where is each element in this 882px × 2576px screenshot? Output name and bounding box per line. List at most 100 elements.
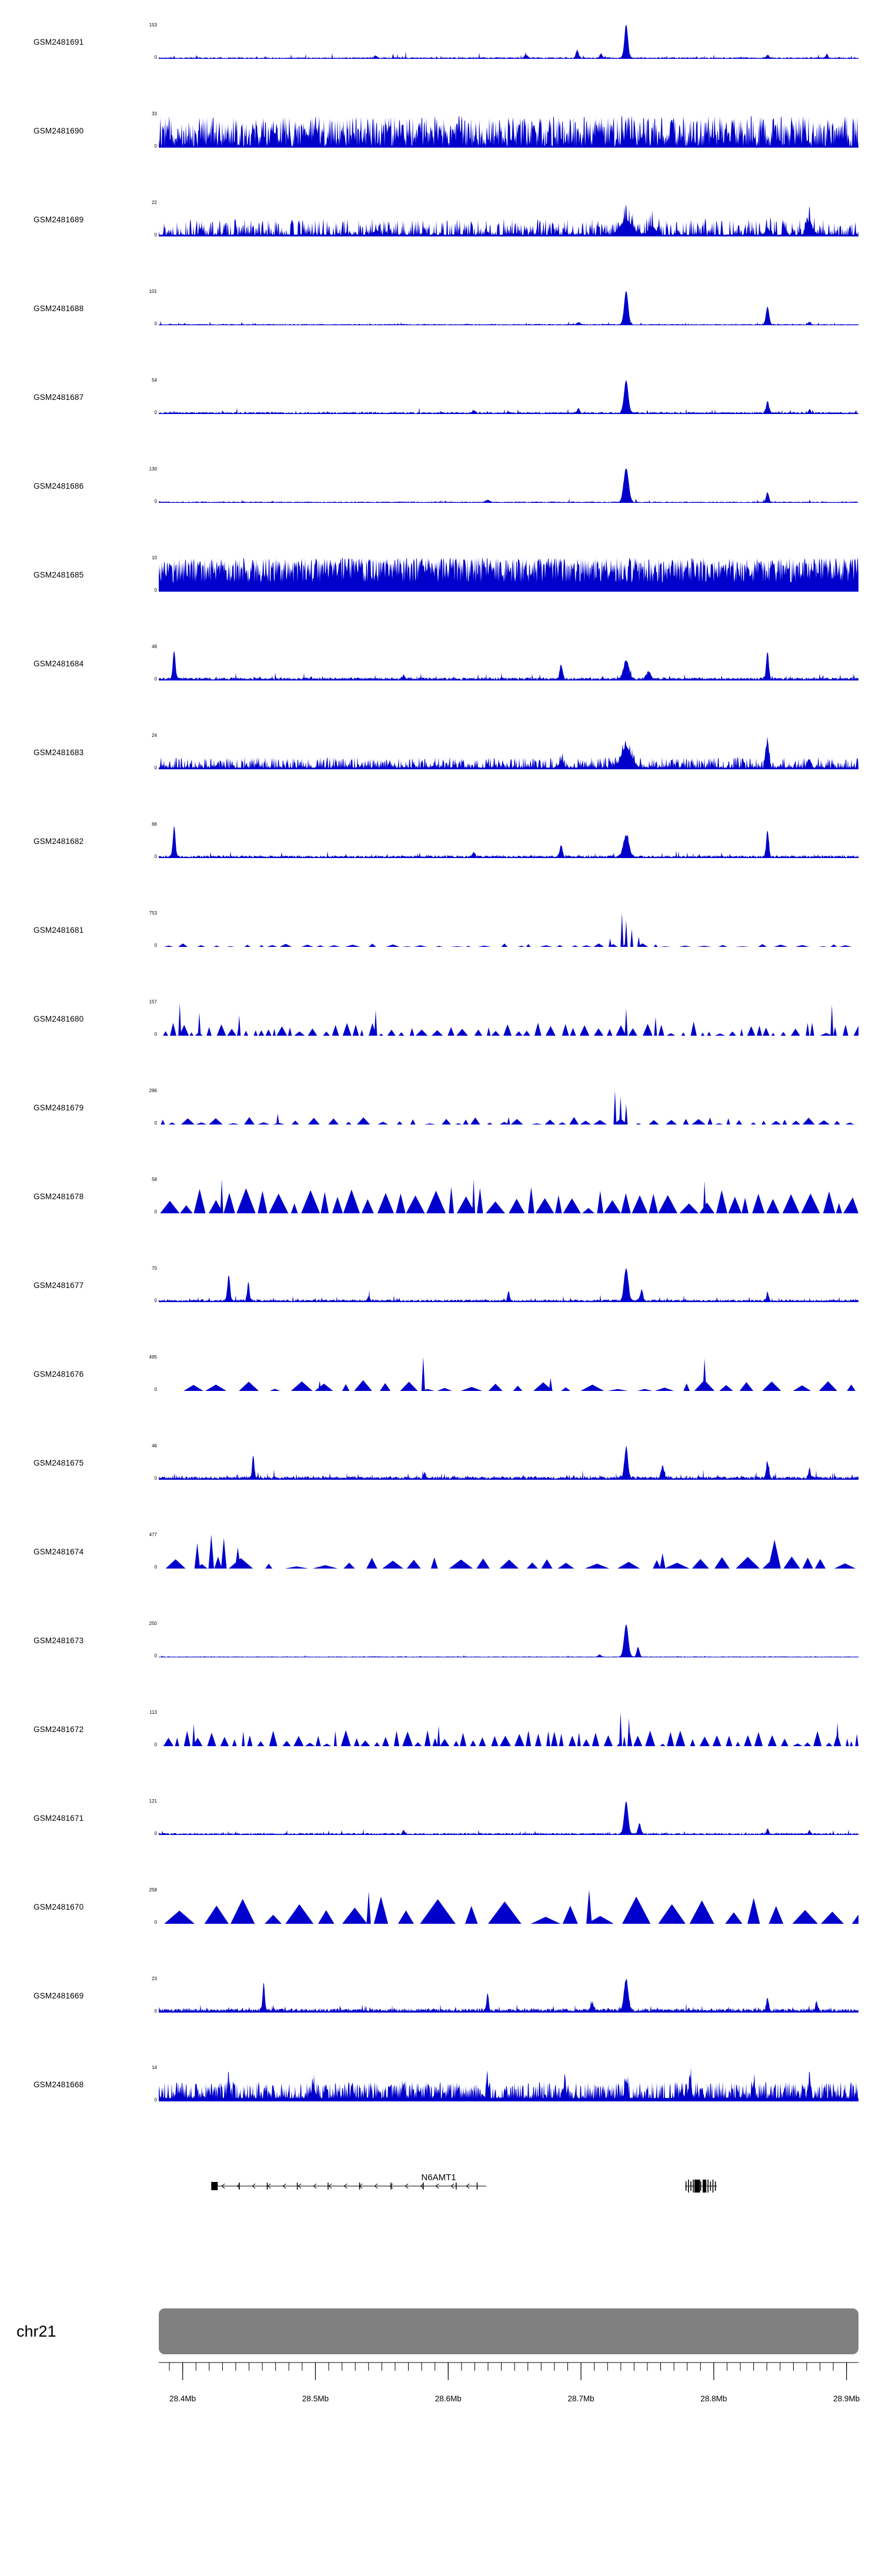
track-row: GSM2481684 49 0 xyxy=(0,639,882,728)
track-plot: 33 0 xyxy=(152,112,858,149)
track-ymin-label: 0 xyxy=(154,765,157,770)
signal-area xyxy=(159,1003,858,1036)
track-label: GSM2481682 xyxy=(34,837,84,846)
track-ymax-label: 753 xyxy=(149,910,157,916)
track-row: GSM2481683 24 0 xyxy=(0,728,882,817)
track-ymin-label: 0 xyxy=(154,1209,157,1214)
track-plot: 23 0 xyxy=(152,1977,858,2014)
track-label: GSM2481675 xyxy=(34,1459,84,1467)
axis-tick-label: 28.7Mb xyxy=(568,2394,594,2403)
track-row: GSM2481678 58 0 xyxy=(0,1172,882,1261)
track-ymax-label: 157 xyxy=(149,999,157,1005)
track-row: GSM2481682 66 0 xyxy=(0,817,882,906)
signal-area xyxy=(159,913,858,947)
track-ymin-label: 0 xyxy=(154,1298,157,1303)
track-ymax-label: 121 xyxy=(149,1798,157,1804)
track-row: GSM2481673 250 0 xyxy=(0,1616,882,1705)
track-row: GSM2481685 10 0 xyxy=(0,550,882,639)
track-ymin-label: 0 xyxy=(154,1387,157,1392)
track-label: GSM2481681 xyxy=(34,926,84,935)
axis-tick-label: 28.9Mb xyxy=(833,2394,860,2403)
track-ymax-label: 495 xyxy=(149,1354,157,1360)
axis-tick-label: 28.8Mb xyxy=(700,2394,727,2403)
signal-area xyxy=(159,1534,858,1569)
signal-area xyxy=(159,1978,858,2013)
track-ymin-label: 0 xyxy=(154,410,157,415)
signal-area xyxy=(159,736,858,769)
track-ymin-label: 0 xyxy=(154,321,157,326)
track-row: GSM2481686 130 0 xyxy=(0,462,882,550)
track-label: GSM2481690 xyxy=(34,126,84,135)
signal-area xyxy=(159,1357,858,1391)
track-label: GSM2481689 xyxy=(34,215,84,224)
chromosome-ideogram xyxy=(159,2308,858,2354)
axis-tick-label: 28.4Mb xyxy=(169,2394,196,2403)
signal-area xyxy=(159,1446,858,1480)
track-ymax-label: 66 xyxy=(152,822,157,827)
track-label: GSM2481673 xyxy=(34,1636,84,1645)
track-plot: 153 0 xyxy=(149,23,858,60)
track-ymax-label: 49 xyxy=(152,644,157,649)
signal-area xyxy=(159,205,858,236)
track-ymin-label: 0 xyxy=(154,1032,157,1037)
track-ymin-label: 0 xyxy=(154,676,157,682)
track-ymin-label: 0 xyxy=(154,2097,157,2103)
track-ymax-label: 70 xyxy=(152,1266,157,1271)
track-row: GSM2481672 113 0 xyxy=(0,1705,882,1794)
track-ymin-label: 0 xyxy=(154,232,157,238)
track-ymax-label: 54 xyxy=(152,378,157,383)
signal-area xyxy=(159,25,858,59)
track-ymax-label: 22 xyxy=(152,200,157,205)
track-row: GSM2481679 296 0 xyxy=(0,1083,882,1172)
track-ymax-label: 14 xyxy=(152,2065,157,2070)
track-row: GSM2481671 121 0 xyxy=(0,1794,882,1883)
track-ymin-label: 0 xyxy=(154,499,157,504)
gene-annotation-track: N6AMT1 xyxy=(159,2173,858,2200)
track-ymax-label: 130 xyxy=(149,466,157,472)
track-ymax-label: 23 xyxy=(152,1976,157,1981)
track-plot: 24 0 xyxy=(152,733,858,770)
track-label: GSM2481685 xyxy=(34,570,84,579)
track-ymin-label: 0 xyxy=(154,1742,157,1747)
track-ymax-label: 113 xyxy=(149,1710,157,1715)
track-label: GSM2481686 xyxy=(34,482,84,490)
track-plot: 22 0 xyxy=(152,201,858,238)
axis-tick-label: 28.6Mb xyxy=(435,2394,462,2403)
genomic-coordinate-axis: 28.4Mb 28.5Mb 28.6Mb 28.7Mb 28.8Mb 28.9Mb xyxy=(159,2357,860,2415)
track-label: GSM2481684 xyxy=(34,659,84,668)
signal-area xyxy=(159,650,858,680)
track-row: GSM2481674 477 0 xyxy=(0,1527,882,1616)
track-plot: 101 0 xyxy=(149,289,858,326)
signal-area xyxy=(159,558,858,592)
track-row: GSM2481668 14 0 xyxy=(0,2060,882,2149)
track-row: GSM2481689 22 0 xyxy=(0,195,882,284)
signal-area xyxy=(159,291,858,325)
track-plot: 250 0 xyxy=(149,1621,858,1659)
track-label: GSM2481669 xyxy=(34,1991,84,2000)
track-ymin-label: 0 xyxy=(154,1564,157,1570)
track-plot: 58 0 xyxy=(152,1177,858,1214)
track-ymax-label: 24 xyxy=(152,733,157,738)
track-ymax-label: 477 xyxy=(149,1532,157,1537)
track-ymax-label: 101 xyxy=(149,289,157,294)
track-plot: 46 0 xyxy=(152,1444,858,1481)
track-label: GSM2481687 xyxy=(34,393,84,402)
track-ymax-label: 46 xyxy=(152,1443,157,1449)
track-plot: 157 0 xyxy=(149,1000,858,1037)
axis-ticks: 28.4Mb 28.5Mb 28.6Mb 28.7Mb 28.8Mb 28.9Mb xyxy=(159,2362,860,2403)
chromosome-row: chr21 xyxy=(0,2308,882,2354)
track-ymax-label: 58 xyxy=(152,1177,157,1182)
track-plot: 477 0 xyxy=(149,1533,858,1570)
track-ymin-label: 0 xyxy=(154,854,157,859)
track-plot: 296 0 xyxy=(149,1089,858,1126)
track-label: GSM2481679 xyxy=(34,1103,84,1112)
signal-tracks-panel: GSM2481691 153 0 GSM2481690 33 0 GSM2481689 22 0… xyxy=(0,23,882,2149)
gene-name-label: N6AMT1 xyxy=(421,2173,456,2183)
signal-area xyxy=(159,1801,858,1835)
track-row: GSM2481687 54 0 xyxy=(0,373,882,462)
track-label: GSM2481671 xyxy=(34,1814,84,1823)
track-row: GSM2481675 46 0 xyxy=(0,1439,882,1527)
track-ymax-label: 33 xyxy=(152,111,157,116)
track-plot: 113 0 xyxy=(149,1710,858,1747)
